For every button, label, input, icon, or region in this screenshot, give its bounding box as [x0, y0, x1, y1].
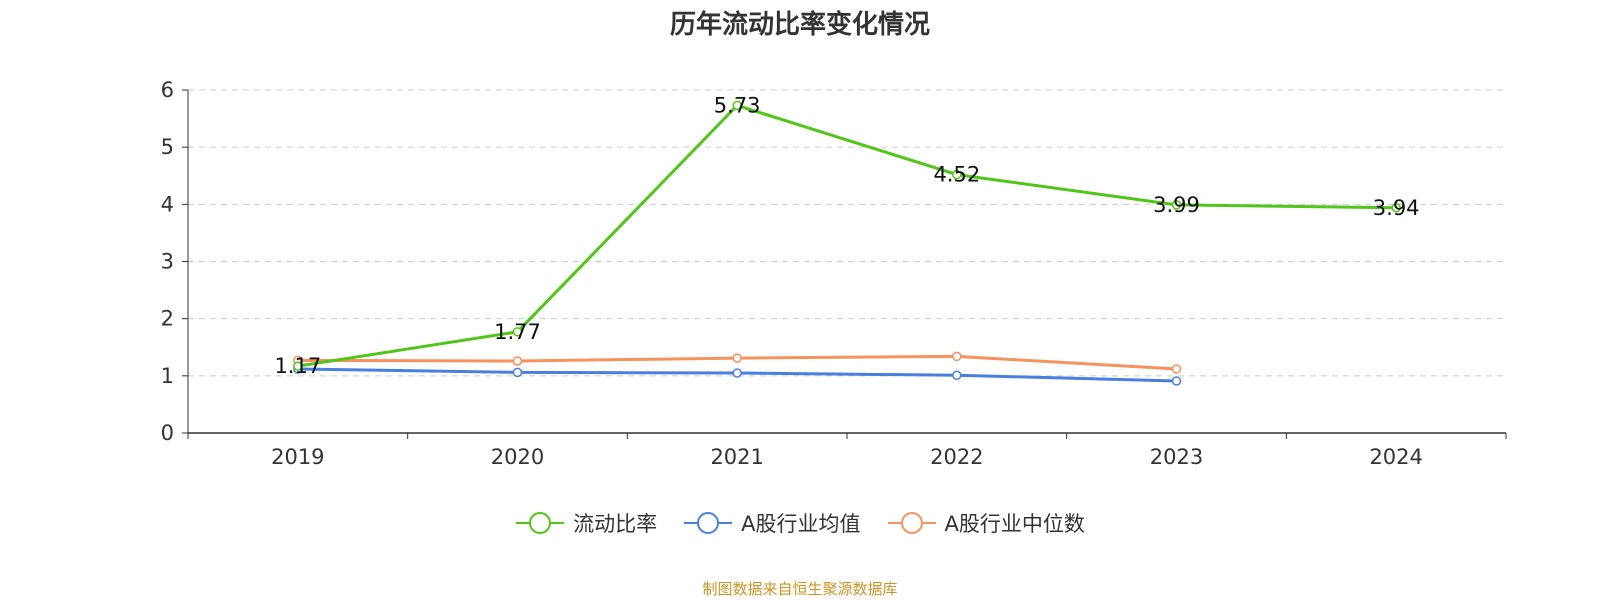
x-tick-label: 2023 — [1150, 445, 1203, 469]
data-point — [732, 368, 742, 378]
y-tick-label: 0 — [161, 421, 174, 445]
data-point — [1171, 364, 1182, 374]
data-point — [293, 361, 303, 371]
y-tick-label: 4 — [161, 192, 174, 216]
series-line — [297, 103, 1397, 368]
legend-label: 流动比率 — [573, 512, 658, 536]
legend-swatch-icon — [516, 512, 565, 534]
legend-swatch-marker — [529, 512, 552, 534]
legend-item[interactable]: 流动比率 — [515, 508, 657, 538]
x-tick-label: 2021 — [710, 445, 763, 469]
y-tick-label: 6 — [161, 78, 174, 102]
x-tick-label: 2022 — [930, 445, 983, 469]
axes: 0 1 2 3 4 5 6 2019 2020 2021 2022 2023 2024 — [161, 78, 1507, 469]
data-point — [952, 370, 962, 381]
y-tick-label: 3 — [161, 250, 174, 274]
data-point — [512, 367, 523, 378]
legend-swatch-icon — [684, 512, 733, 534]
x-tick-label: 2024 — [1369, 445, 1422, 469]
legend-label: A股行业中位数 — [944, 512, 1085, 536]
legend-swatch-icon — [887, 512, 936, 534]
data-point — [952, 351, 962, 362]
y-tick-label: 5 — [161, 135, 174, 159]
data-label: 3.94 — [1373, 196, 1420, 220]
data-label: 1.17 — [274, 354, 321, 378]
data-point — [1171, 200, 1182, 210]
series-lines — [293, 100, 1401, 386]
data-point — [732, 100, 742, 111]
legend-swatch-marker — [900, 512, 923, 534]
data-label: 4.52 — [933, 163, 980, 187]
legend: 流动比率 A股行业均值 A股行业中位数 — [0, 508, 1600, 538]
data-point — [732, 353, 742, 363]
y-tick-label: 2 — [161, 307, 174, 331]
data-point — [512, 356, 523, 366]
source-note: 制图数据来自恒生聚源数据库 — [702, 580, 898, 598]
data-label: 5.73 — [714, 93, 761, 117]
legend-label: A股行业均值 — [741, 512, 861, 536]
data-label: 1.77 — [494, 320, 541, 344]
y-tick-label: 1 — [161, 364, 174, 388]
data-point — [512, 327, 523, 337]
data-point — [1391, 203, 1401, 213]
legend-item[interactable]: A股行业均值 — [683, 508, 861, 538]
data-label: 3.99 — [1153, 193, 1200, 217]
data-point — [952, 169, 962, 180]
grid-lines — [188, 89, 1506, 377]
data-labels: 1.17 1.77 5.73 4.52 3.99 3.94 — [274, 93, 1419, 378]
chart-title: 历年流动比率变化情况 — [669, 10, 930, 40]
legend-swatch-marker — [697, 512, 720, 534]
data-point — [1171, 376, 1182, 386]
x-tick-label: 2019 — [271, 445, 324, 469]
legend-item[interactable]: A股行业中位数 — [887, 508, 1085, 538]
x-tick-label: 2020 — [491, 445, 544, 469]
